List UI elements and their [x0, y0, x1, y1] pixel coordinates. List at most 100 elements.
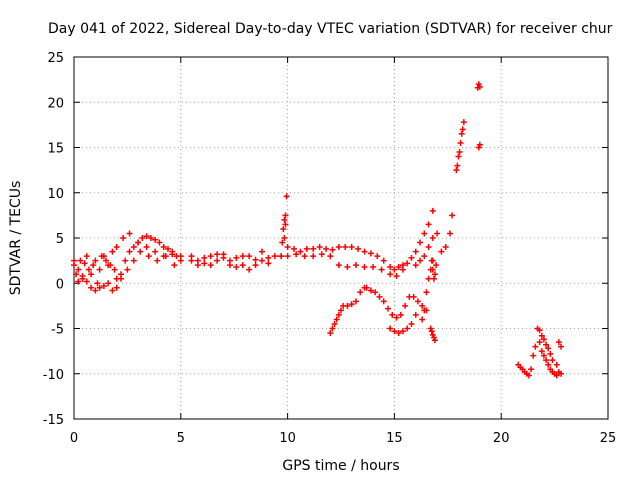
data-point: [414, 298, 421, 305]
data-point: [171, 262, 178, 269]
data-point: [378, 266, 385, 273]
data-point: [335, 244, 342, 251]
data-point: [124, 266, 131, 273]
data-point: [348, 301, 355, 308]
data-point: [335, 262, 342, 269]
data-point: [430, 275, 437, 282]
data-point: [333, 316, 340, 323]
data-point: [429, 266, 436, 273]
y-tick-label: 15: [47, 142, 64, 157]
data-point: [81, 260, 88, 267]
data-point: [363, 284, 370, 291]
data-point: [284, 253, 291, 260]
data-point: [83, 253, 90, 260]
data-point: [85, 266, 92, 273]
data-point: [540, 336, 547, 343]
data-point: [538, 332, 545, 339]
data-point: [419, 302, 426, 309]
data-point: [525, 372, 532, 379]
data-point: [201, 260, 208, 267]
data-point: [412, 311, 419, 318]
data-point: [103, 257, 110, 264]
data-point: [207, 253, 214, 260]
data-point: [417, 257, 424, 264]
data-point: [545, 345, 552, 352]
data-point: [338, 307, 344, 314]
data-point: [105, 280, 112, 287]
data-point: [387, 271, 394, 278]
data-point: [139, 235, 146, 241]
data-point: [152, 248, 159, 255]
data-point: [425, 275, 432, 282]
data-point: [376, 293, 383, 300]
data-point: [252, 256, 259, 263]
data-point: [177, 253, 184, 260]
data-point: [538, 348, 545, 355]
y-tick-label: 0: [56, 277, 64, 292]
data-point: [429, 207, 436, 214]
data-point: [367, 250, 374, 257]
data-point: [329, 325, 336, 332]
data-point: [543, 341, 550, 348]
data-point: [239, 262, 246, 269]
data-point: [147, 235, 154, 241]
data-point: [428, 257, 435, 264]
data-point: [252, 262, 259, 269]
data-point: [143, 244, 150, 251]
data-point: [310, 253, 317, 260]
data-point: [367, 287, 374, 294]
data-point: [344, 263, 351, 270]
data-point: [532, 343, 539, 350]
data-point: [387, 325, 394, 332]
data-point: [431, 337, 438, 344]
data-point: [380, 257, 387, 264]
x-axis-label: GPS time / hours: [282, 458, 399, 474]
y-tick-label: 20: [47, 96, 64, 111]
data-point: [528, 366, 535, 373]
data-point: [429, 235, 436, 241]
data-point: [399, 266, 406, 273]
data-point: [246, 253, 253, 260]
data-point: [344, 302, 351, 309]
data-point: [194, 262, 201, 269]
data-point: [530, 352, 537, 359]
axis-ticks: 0 5 10 15 20 25 -15 -10 -5 0 5 10 15 20 25: [43, 51, 617, 446]
data-point: [271, 253, 278, 260]
data-point: [152, 236, 159, 243]
data-point: [380, 298, 387, 305]
y-tick-label: 10: [47, 187, 64, 202]
data-point: [555, 339, 562, 346]
data-point: [77, 257, 84, 264]
data-point: [419, 316, 426, 323]
data-point: [449, 212, 456, 219]
data-point: [458, 130, 465, 137]
data-point: [421, 253, 428, 260]
data-point: [143, 233, 150, 240]
data-point: [442, 244, 449, 251]
y-tick-label: 25: [47, 51, 64, 66]
data-point: [395, 330, 402, 337]
data-point: [393, 314, 400, 321]
data-point: [126, 248, 133, 255]
data-point: [109, 248, 116, 255]
data-point: [316, 244, 323, 251]
data-point: [154, 257, 161, 264]
data-point: [126, 230, 133, 237]
x-tick-label: 0: [70, 431, 78, 446]
data-point: [455, 153, 462, 160]
data-point: [100, 282, 107, 289]
data-point: [355, 245, 362, 252]
data-point: [397, 311, 404, 318]
data-point: [361, 248, 368, 255]
data-point: [79, 275, 86, 282]
data-point: [421, 230, 428, 237]
data-point: [389, 311, 396, 318]
data-point: [428, 328, 435, 335]
data-point: [169, 251, 176, 258]
data-point: [402, 302, 409, 309]
data-point: [393, 273, 400, 280]
data-point: [111, 266, 118, 273]
data-point: [434, 230, 441, 237]
